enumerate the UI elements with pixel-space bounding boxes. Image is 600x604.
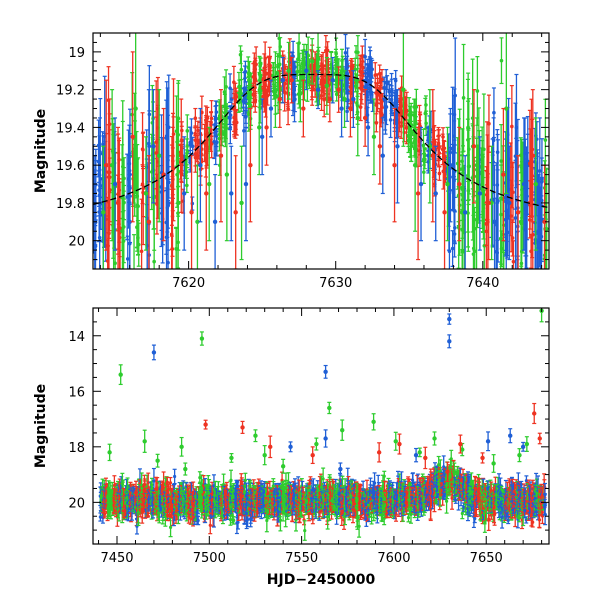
top-data-point [152,229,156,295]
bottom-outlier-point [538,433,542,444]
bottom-data-point [208,517,212,534]
bottom-outlier-point [491,455,495,473]
bottom-outlier-point [394,432,398,450]
top-y-tick-label: 19.2 [56,84,85,99]
bottom-outlier-point [340,420,344,440]
bottom-outlier-point [423,447,427,468]
top-data-point [190,197,194,210]
top-x-tick-label: 7640 [466,276,499,291]
top-data-point [499,38,503,84]
top-data-point [193,109,197,128]
top-data-point [229,146,233,240]
top-data-point [213,175,217,269]
bottom-data-point [303,521,307,540]
bottom-outlier-point [183,463,187,475]
top-y-tick-label: 19 [68,46,85,61]
bottom-outlier-point [229,454,233,463]
bottom-outlier-point [281,459,285,473]
bottom-outlier-point [371,414,375,430]
top-data-point [539,320,543,385]
bottom-plot-area [98,300,547,541]
top-data-point [381,118,385,194]
bottom-outlier-point [142,430,146,452]
top-panel: 7620 7630 7640 19 19.2 19.4 19.6 19.8 20 Magnitud… [33,21,549,384]
top-data-point [511,276,515,311]
bottom-x-tick-label: 7500 [193,551,226,566]
bottom-outlier-point [397,434,401,454]
bottom-outlier-point [480,453,484,463]
top-x-tick-label: 7630 [319,276,352,291]
bottom-outlier-point [532,404,536,424]
bottom-y-tick-label: 14 [68,330,85,345]
top-y-tick-label: 19.8 [56,197,85,212]
bottom-y-tick-label: 16 [68,385,85,400]
top-x-tick-label: 7620 [172,276,205,291]
bottom-outlier-point [152,345,156,360]
bottom-data-point [173,469,177,483]
bottom-outlier-point [262,446,266,465]
top-data-point [492,88,496,138]
bottom-outlier-point [155,454,159,467]
top-y-tick-label: 19.4 [56,121,85,136]
bottom-outlier-point [288,442,292,452]
bottom-outlier-point [525,437,529,452]
top-y-axis-label: Magnitude [33,109,49,193]
bottom-outlier-point [314,438,318,450]
top-data-point [431,90,435,222]
bottom-panel: 7450 7500 7550 7600 7650 14 16 18 20 Magnitude HJD… [33,300,549,588]
bottom-outlier-point [447,314,451,324]
bottom-outlier-point [310,447,314,464]
bottom-outlier-point [486,432,490,451]
bottom-outlier-point [447,335,451,348]
bottom-outlier-point [203,420,207,429]
bottom-outlier-point [107,444,111,460]
bottom-outlier-point [377,443,381,462]
bottom-x-tick-label: 7450 [100,551,133,566]
bottom-outlier-point [414,449,418,462]
bottom-outlier-point [268,436,272,457]
bottom-outlier-point [517,449,521,462]
bottom-outlier-point [323,430,327,447]
top-data-point [189,156,193,269]
bottom-x-tick-label: 7600 [377,551,410,566]
bottom-outlier-point [432,432,436,445]
bottom-outlier-point [508,429,512,443]
bottom-x-tick-label: 7550 [285,551,318,566]
bottom-outlier-point [327,402,331,413]
bottom-y-axis-label: Magnitude [33,384,49,468]
bottom-x-tick-label: 7650 [470,551,503,566]
bottom-outlier-point [200,332,204,345]
top-data-point [233,156,237,269]
top-y-tick-label: 20 [68,235,85,250]
bottom-y-tick-label: 18 [68,441,85,456]
bottom-x-axis-label: HJD−2450000 [267,572,376,588]
bottom-y-tick-label: 20 [68,496,85,511]
top-data-point [437,167,441,181]
top-data-point [147,66,151,163]
top-data-point [185,178,189,192]
bottom-outlier-point [118,365,122,385]
bottom-outlier-point [323,366,327,379]
bottom-outlier-point [179,438,183,457]
top-data-point [239,146,243,259]
top-y-tick-label: 19.6 [56,159,85,174]
bottom-outlier-point [240,421,244,433]
bottom-outlier-point [253,430,257,442]
top-plot-area [91,21,548,384]
